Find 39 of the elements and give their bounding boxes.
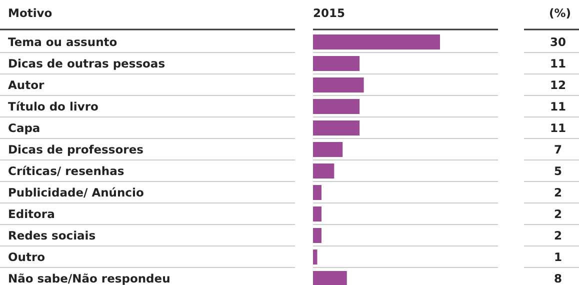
y-tick-label: Dicas de outras pessoas xyxy=(8,56,166,70)
bar xyxy=(313,120,360,136)
bar xyxy=(313,250,318,264)
bar xyxy=(313,56,360,71)
y-tick-label: Tema ou assunto xyxy=(8,35,118,49)
data-label: 2 xyxy=(554,228,562,242)
text: (%) xyxy=(548,6,571,20)
series-label: 2015 xyxy=(313,6,346,20)
y-tick-label: Outro xyxy=(8,250,46,264)
data-label: 2 xyxy=(554,186,562,200)
y-tick-label: Não sabe/Não respondeu xyxy=(8,272,170,285)
data-label: 11 xyxy=(550,100,566,114)
bar xyxy=(313,34,440,50)
bar xyxy=(313,78,364,92)
data-label: 2 xyxy=(554,207,562,221)
data-label: 5 xyxy=(554,164,562,178)
y-tick-label: Redes sociais xyxy=(8,228,96,242)
y-tick-label: Editora xyxy=(8,207,55,221)
data-label: 12 xyxy=(550,78,566,92)
data-label: 7 xyxy=(554,142,562,156)
bar xyxy=(313,228,322,243)
data-label: 8 xyxy=(554,272,562,285)
data-label: 11 xyxy=(550,121,566,135)
y-axis-title: Motivo xyxy=(8,6,52,20)
y-tick-label: Autor xyxy=(8,78,44,92)
bar xyxy=(313,185,322,200)
y-tick-label: Críticas/ resenhas xyxy=(8,164,124,178)
data-label: 30 xyxy=(550,35,566,49)
y-tick-label: Publicidade/ Anúncio xyxy=(8,186,144,200)
y-tick-label: Título do livro xyxy=(8,100,99,114)
bar xyxy=(313,142,343,157)
bar xyxy=(313,271,347,285)
bar xyxy=(313,99,360,114)
y-tick-label: Capa xyxy=(8,121,40,135)
data-label: 1 xyxy=(554,250,562,264)
bar xyxy=(313,164,334,178)
data-label: 11 xyxy=(550,56,566,70)
bar xyxy=(313,206,322,222)
y-tick-label: Dicas de professores xyxy=(8,142,144,156)
